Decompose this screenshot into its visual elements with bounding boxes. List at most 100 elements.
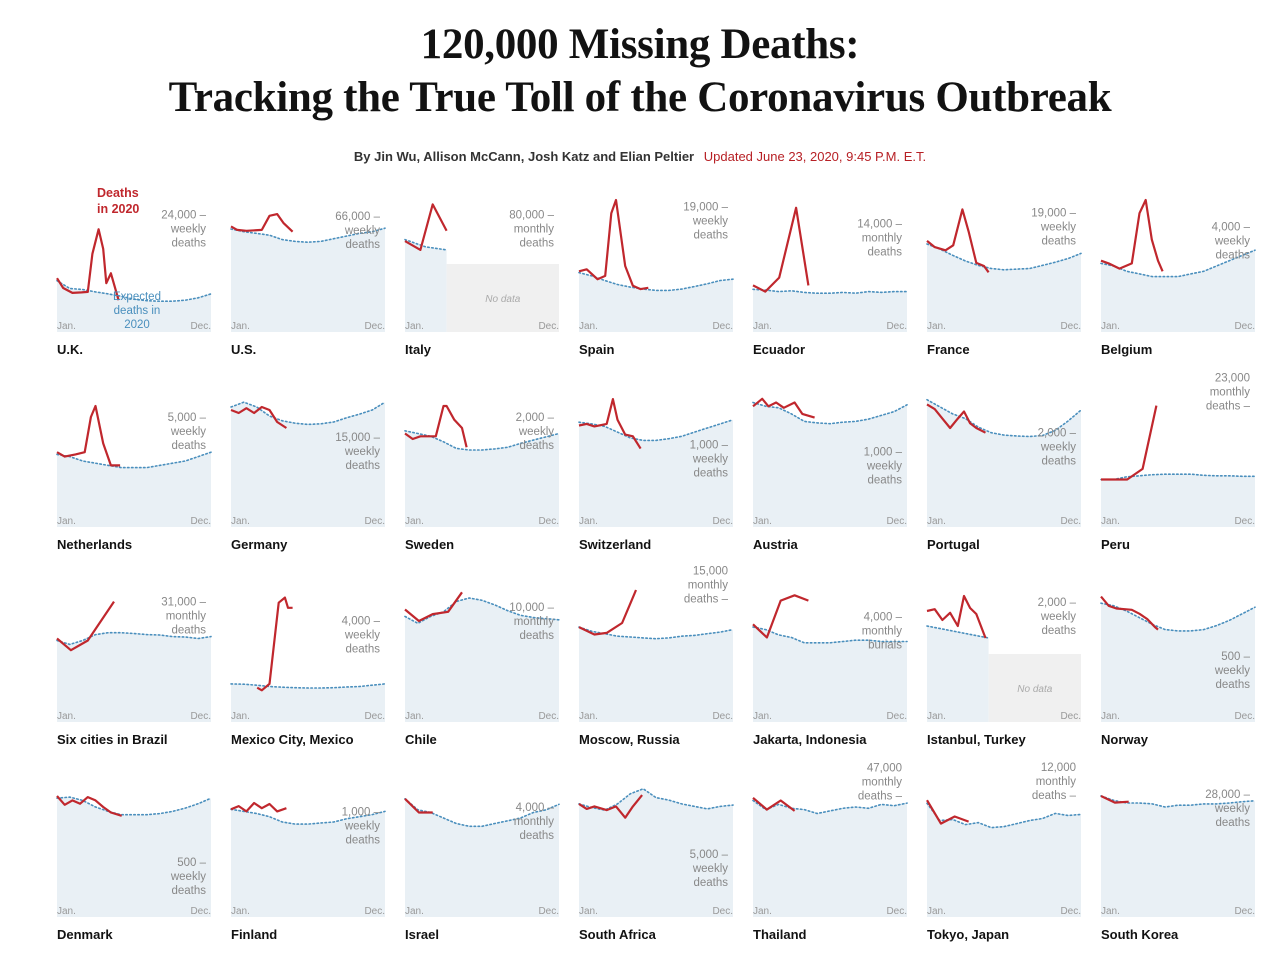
scale-label: monthly [514, 616, 555, 628]
country-name: U.S. [231, 342, 256, 357]
axis-start-label: Jan. [231, 906, 250, 917]
panel-spain: 19,000 – weekly deaths Jan. Dec. Spain [578, 198, 734, 357]
axis-end-label: Dec. [1060, 516, 1081, 527]
scale-label: weekly [1040, 442, 1076, 454]
scale-label: deaths [867, 246, 902, 258]
panel-italy: No data 80,000 – monthly deaths Jan. Dec. Ital… [404, 203, 559, 357]
axis-end-label: Dec. [538, 711, 559, 722]
scale-label: 66,000 – [335, 211, 380, 223]
scale-label: 5,000 – [168, 412, 207, 424]
scale-label: deaths – [1032, 790, 1077, 802]
axis-start-label: Jan. [405, 516, 424, 527]
expected-line [404, 597, 560, 625]
scale-label: deaths [1041, 625, 1076, 637]
expected-area [57, 797, 211, 917]
deaths-2020-line [926, 208, 990, 273]
country-name: Moscow, Russia [579, 732, 680, 747]
axis-start-label: Jan. [57, 321, 76, 332]
country-name: Switzerland [579, 537, 651, 552]
deaths-2020-line [578, 589, 638, 636]
scale-label: weekly [170, 426, 206, 438]
axis-start-label: Jan. [927, 906, 946, 917]
axis-end-label: Dec. [364, 321, 385, 332]
expected-area [927, 244, 1081, 332]
deaths-2020-line [1100, 198, 1164, 272]
scale-label: weekly [518, 426, 554, 438]
expected-line [1100, 795, 1256, 808]
expected-area [405, 430, 559, 527]
axis-start-label: Jan. [927, 516, 946, 527]
panel-belgium: 4,000 – weekly deaths Jan. Dec. Belgium [1100, 198, 1256, 357]
country-name: South Korea [1101, 927, 1179, 942]
axis-end-label: Dec. [1060, 321, 1081, 332]
deaths-2020-line [578, 198, 649, 291]
axis-start-label: Jan. [927, 711, 946, 722]
expected-area [405, 798, 559, 917]
expected-line [1100, 473, 1256, 481]
deaths-2020-line [752, 206, 810, 293]
country-name: Istanbul, Turkey [927, 732, 1026, 747]
scale-label: 4,000 – [516, 802, 555, 814]
scale-label: weekly [692, 863, 728, 875]
axis-end-label: Dec. [190, 906, 211, 917]
country-name: Thailand [753, 927, 807, 942]
deaths-2020-line [56, 404, 121, 467]
scale-label: deaths [693, 877, 728, 889]
axis-end-label: Dec. [886, 711, 907, 722]
panel-ecuador: 14,000 – monthly deaths Jan. Dec. Ecuador [752, 206, 908, 357]
axis-start-label: Jan. [753, 516, 772, 527]
expected-line [1100, 602, 1256, 632]
scale-label: deaths [1041, 236, 1076, 248]
expected-line [230, 808, 386, 825]
country-name: Spain [579, 342, 614, 357]
axis-end-label: Dec. [1234, 906, 1255, 917]
deaths-2020-line [752, 594, 809, 639]
panel-netherlands: 5,000 – weekly deaths Jan. Dec. Netherlands [56, 404, 212, 552]
no-data-box [988, 654, 1081, 722]
expected-area [1101, 796, 1255, 917]
scale-label: weekly [1040, 222, 1076, 234]
axis-start-label: Jan. [405, 906, 424, 917]
byline-authors: By Jin Wu, Allison McCann, Josh Katz and… [353, 149, 695, 164]
axis-end-label: Dec. [1060, 906, 1081, 917]
scale-label: monthly [514, 224, 555, 236]
scale-label: deaths [867, 475, 902, 487]
deaths-2020-annotation: Deaths [97, 186, 139, 200]
panel-sweden: 2,000 – weekly deaths Jan. Dec. Sweden [404, 404, 560, 552]
expected-area [1101, 474, 1255, 527]
country-name: U.K. [57, 342, 83, 357]
deaths-2020-line [926, 403, 987, 434]
expected-area [927, 626, 989, 722]
scale-label: 15,000 – [335, 432, 380, 444]
country-name: Portugal [927, 537, 980, 552]
scale-label: deaths [345, 239, 380, 251]
scale-label: 10,000 – [509, 602, 554, 614]
scale-label: 4,000 – [342, 615, 381, 627]
panel-israel: 4,000 – monthly deaths Jan. Dec. Israel [404, 797, 560, 942]
scale-label: 1,000 – [864, 447, 903, 459]
axis-end-label: Dec. [538, 321, 559, 332]
scale-label: deaths [519, 830, 554, 842]
axis-start-label: Jan. [1101, 711, 1120, 722]
expected-line [230, 227, 386, 244]
scale-label: weekly [344, 446, 380, 458]
deaths-2020-line [752, 797, 796, 812]
scale-label: 12,000 [1041, 762, 1076, 774]
axis-end-label: Dec. [712, 711, 733, 722]
scale-label: deaths [1215, 817, 1250, 829]
deaths-2020-line [256, 596, 293, 692]
axis-end-label: Dec. [190, 321, 211, 332]
panel-finland: 1,000 – weekly deaths Jan. Dec. Finland [230, 801, 386, 942]
axis-start-label: Jan. [1101, 321, 1120, 332]
scale-label: deaths [1041, 456, 1076, 468]
expected-line [926, 802, 1082, 829]
scale-label: 2,000 – [1038, 597, 1077, 609]
scale-label: 19,000 – [683, 202, 728, 214]
axis-start-label: Jan. [231, 711, 250, 722]
expected-area [231, 228, 385, 332]
panel-denmark: 500 – weekly deaths Jan. Dec. Denmark [56, 795, 212, 942]
deaths-2020-line [926, 799, 969, 825]
scale-label: monthly [862, 625, 903, 637]
deaths-2020-line [56, 600, 115, 652]
